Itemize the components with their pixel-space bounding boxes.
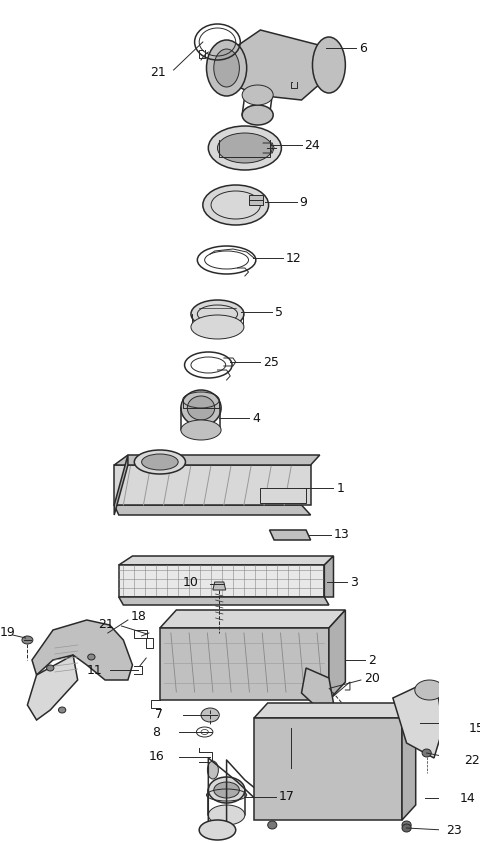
Ellipse shape [206, 40, 247, 96]
Bar [260, 488, 306, 503]
Ellipse shape [242, 85, 273, 105]
Text: 1: 1 [336, 481, 344, 495]
Text: 21: 21 [98, 618, 113, 631]
Text: 25: 25 [263, 356, 279, 368]
Text: 7: 7 [156, 708, 163, 722]
Ellipse shape [134, 450, 185, 474]
Polygon shape [27, 655, 78, 720]
Polygon shape [119, 597, 329, 605]
Ellipse shape [181, 420, 221, 440]
Text: 9: 9 [300, 196, 308, 208]
Polygon shape [254, 718, 402, 820]
Ellipse shape [208, 805, 245, 825]
Polygon shape [224, 30, 338, 100]
Text: 16: 16 [149, 750, 165, 764]
Polygon shape [32, 620, 132, 680]
Polygon shape [393, 683, 443, 758]
Text: 3: 3 [350, 576, 358, 588]
Ellipse shape [270, 775, 284, 803]
Polygon shape [119, 556, 334, 565]
Ellipse shape [22, 636, 33, 644]
Ellipse shape [242, 105, 273, 125]
Polygon shape [254, 703, 416, 718]
Ellipse shape [187, 396, 215, 420]
Polygon shape [324, 556, 334, 597]
Ellipse shape [217, 133, 272, 163]
Text: 22: 22 [464, 754, 480, 766]
Ellipse shape [214, 49, 240, 87]
Bar [249, 195, 263, 205]
Ellipse shape [415, 680, 444, 700]
Polygon shape [402, 703, 416, 820]
Text: 4: 4 [252, 411, 260, 425]
Text: 18: 18 [131, 610, 146, 624]
Polygon shape [301, 668, 334, 710]
Ellipse shape [402, 824, 411, 832]
Text: 6: 6 [359, 41, 367, 55]
Polygon shape [329, 610, 345, 700]
Ellipse shape [207, 761, 218, 779]
Polygon shape [114, 455, 320, 465]
Text: 23: 23 [446, 824, 462, 836]
Ellipse shape [312, 37, 345, 93]
Ellipse shape [142, 454, 178, 470]
Text: 11: 11 [87, 663, 103, 676]
Ellipse shape [59, 707, 66, 713]
Text: 13: 13 [334, 529, 349, 541]
Text: 15: 15 [468, 722, 480, 734]
Ellipse shape [402, 821, 411, 829]
Text: 2: 2 [368, 653, 376, 667]
Polygon shape [114, 455, 128, 515]
Ellipse shape [191, 300, 244, 328]
Text: 10: 10 [183, 576, 199, 588]
Polygon shape [270, 530, 311, 540]
Polygon shape [160, 628, 329, 700]
Polygon shape [119, 565, 324, 597]
Ellipse shape [88, 654, 95, 660]
Ellipse shape [201, 708, 219, 722]
Text: 14: 14 [459, 792, 475, 804]
Text: 19: 19 [0, 626, 16, 640]
Bar [134, 630, 147, 638]
Ellipse shape [422, 749, 431, 757]
Text: 20: 20 [364, 672, 380, 685]
Text: 24: 24 [304, 138, 320, 152]
Ellipse shape [203, 185, 269, 225]
Ellipse shape [47, 665, 54, 671]
Ellipse shape [191, 315, 244, 339]
Ellipse shape [268, 821, 277, 829]
Polygon shape [213, 582, 226, 590]
Polygon shape [114, 505, 311, 515]
Text: 5: 5 [275, 305, 283, 319]
Ellipse shape [181, 390, 221, 426]
Polygon shape [114, 465, 311, 505]
Text: 17: 17 [279, 791, 295, 803]
Text: 12: 12 [286, 251, 302, 265]
Text: 21: 21 [150, 66, 166, 78]
Text: 8: 8 [152, 726, 160, 738]
Ellipse shape [208, 777, 245, 803]
Ellipse shape [214, 782, 240, 798]
Ellipse shape [208, 126, 281, 170]
Ellipse shape [199, 820, 236, 840]
Polygon shape [160, 610, 345, 628]
